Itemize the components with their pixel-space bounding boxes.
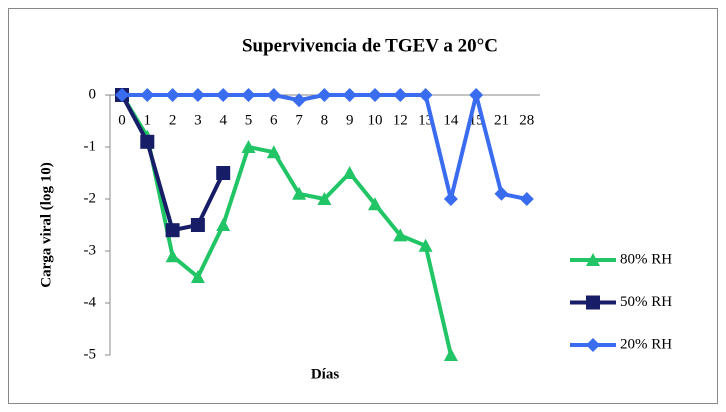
chart-border — [8, 8, 718, 404]
y-tick-label: -4 — [84, 294, 97, 310]
x-tick-label: 8 — [321, 112, 329, 128]
data-point — [342, 88, 357, 102]
data-point — [266, 145, 281, 159]
x-tick-label: 7 — [295, 112, 303, 128]
data-point — [241, 140, 256, 153]
data-point — [140, 134, 155, 149]
y-tick-label: -5 — [84, 346, 97, 362]
x-tick-label: 0 — [118, 112, 126, 128]
legend-marker — [586, 295, 600, 310]
x-tick-label: 3 — [194, 112, 202, 128]
legend-marker — [586, 253, 600, 266]
legend-label: 50% RH — [620, 294, 672, 310]
data-point — [393, 88, 408, 102]
legend-label: 20% RH — [620, 336, 672, 352]
data-point — [190, 270, 205, 283]
data-point — [469, 88, 484, 102]
data-point — [241, 88, 256, 102]
data-point — [443, 192, 458, 206]
chart-title: Supervivencia de TGEV a 20°C — [242, 35, 498, 56]
data-point — [393, 228, 408, 242]
x-tick-label: 4 — [219, 112, 227, 128]
data-point — [190, 88, 205, 102]
data-point — [317, 88, 332, 102]
x-tick-label: 6 — [270, 112, 278, 128]
legend-marker — [586, 338, 600, 352]
y-tick-label: -1 — [84, 138, 97, 154]
x-axis-label: Días — [311, 366, 340, 382]
data-point — [216, 166, 231, 180]
data-point — [165, 249, 180, 263]
data-point — [292, 186, 307, 200]
data-point — [216, 88, 231, 102]
x-tick-label: 21 — [494, 112, 509, 128]
x-tick-label: 9 — [346, 112, 354, 128]
data-point — [190, 218, 205, 232]
data-point — [216, 218, 231, 231]
data-point — [443, 348, 458, 361]
data-point — [165, 223, 180, 238]
x-tick-label: 12 — [393, 112, 408, 128]
data-point — [368, 197, 382, 211]
x-tick-label: 28 — [519, 112, 534, 128]
data-point — [342, 166, 357, 179]
x-tick-label: 14 — [443, 112, 459, 128]
data-point — [519, 192, 534, 206]
x-tick-label: 1 — [144, 112, 152, 128]
data-point — [494, 186, 509, 201]
y-tick-label: 0 — [89, 86, 97, 102]
data-point — [368, 88, 382, 102]
y-axis-label: Carga viral (log 10) — [38, 162, 54, 287]
legend-label: 80% RH — [620, 251, 672, 267]
data-point — [292, 93, 307, 108]
y-tick-label: -2 — [84, 190, 97, 206]
data-point — [115, 88, 129, 102]
x-tick-label: 2 — [169, 112, 177, 128]
data-point — [317, 192, 332, 205]
data-point — [266, 88, 281, 102]
data-point — [140, 88, 155, 102]
x-tick-label: 10 — [368, 112, 383, 128]
data-point — [165, 88, 180, 102]
data-point — [418, 238, 433, 252]
y-tick-label: -3 — [84, 242, 97, 258]
data-point — [418, 88, 433, 102]
x-tick-label: 5 — [245, 112, 253, 128]
